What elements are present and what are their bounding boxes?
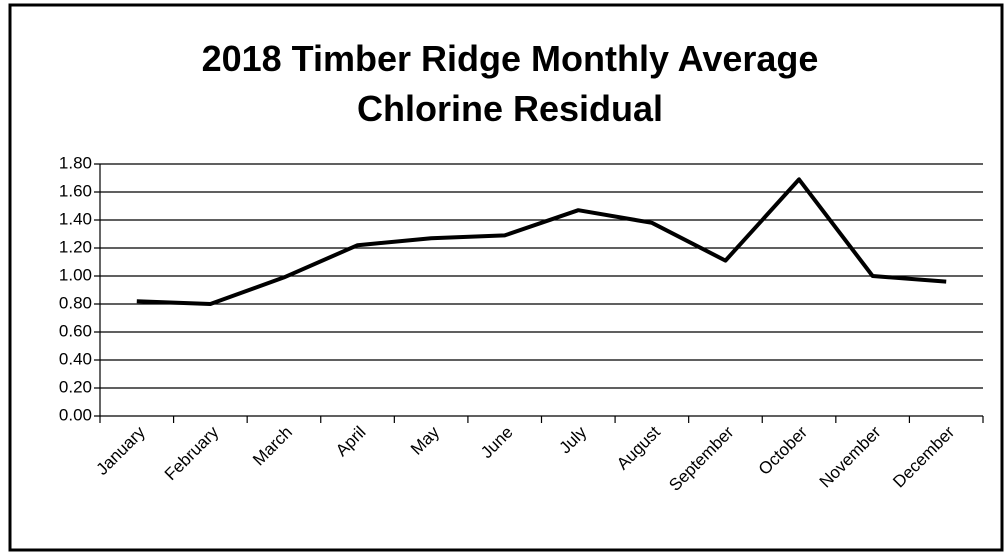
y-tick-label: 0.80	[59, 293, 92, 312]
y-tick-label: 0.60	[59, 321, 92, 340]
y-tick-label: 1.00	[59, 265, 92, 284]
y-tick-label: 0.40	[59, 349, 92, 368]
chart-title: 2018 Timber Ridge Monthly Average Chlori…	[201, 38, 819, 129]
y-tick-label: 1.20	[59, 237, 92, 256]
y-tick-label: 1.80	[59, 153, 92, 172]
data-line	[136, 177, 947, 306]
y-tick-label: 0.20	[59, 377, 92, 396]
chart-border	[8, 3, 1004, 552]
y-tick-label: 1.60	[59, 181, 92, 200]
y-tick-label: 0.00	[59, 405, 92, 424]
y-tick-label: 1.40	[59, 209, 92, 228]
